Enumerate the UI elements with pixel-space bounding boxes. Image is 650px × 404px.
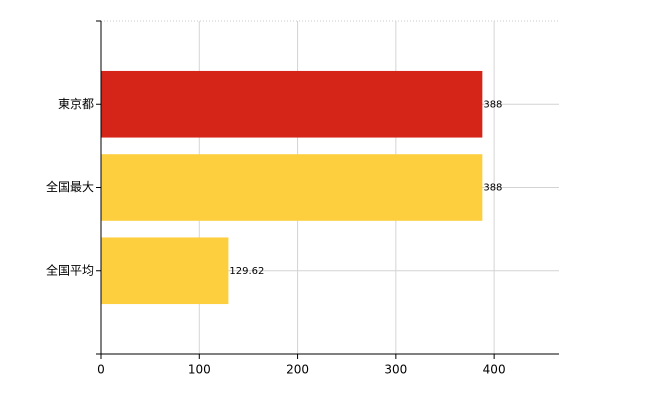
x-tick-label: 300: [384, 363, 407, 377]
x-tick-label: 200: [286, 363, 309, 377]
value-label: 129.62: [229, 266, 264, 277]
x-tick-label: 400: [483, 363, 506, 377]
y-tick-label: 全国最大: [46, 179, 94, 194]
y-tick-label: 東京都: [58, 97, 94, 111]
y-tick-label: 全国平均: [46, 262, 94, 277]
value-label: 388: [483, 183, 502, 194]
x-tick-label: 100: [188, 363, 211, 377]
value-label: 388: [483, 99, 502, 110]
bar: [101, 237, 229, 305]
x-tick-label: 0: [97, 363, 105, 377]
bar: [101, 70, 483, 138]
bar: [101, 154, 483, 221]
